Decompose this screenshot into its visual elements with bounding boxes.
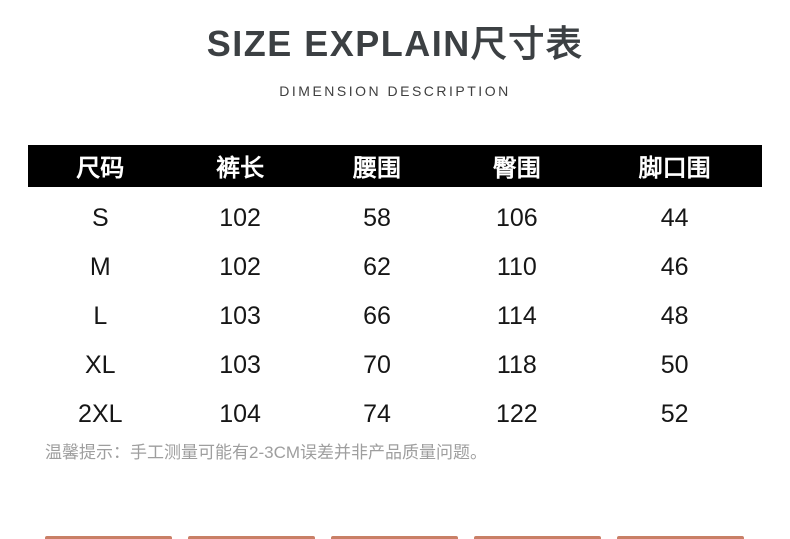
- table-cell: 74: [363, 399, 391, 428]
- table-cell: 103: [219, 301, 261, 330]
- column-header-hip: 臀围: [492, 155, 541, 183]
- size-cell: S: [91, 203, 109, 232]
- table-row: XL 103 70 118 50: [28, 341, 762, 390]
- page-subtitle: DIMENSION DESCRIPTION: [279, 83, 511, 100]
- table-cell: 102: [219, 252, 261, 281]
- table-header-row: 尺码 裤长 腰围 臀围 脚口围: [28, 144, 762, 187]
- table-cell: 52: [660, 399, 689, 428]
- column-header-waist: 腰围: [353, 155, 401, 183]
- table-row: S 102 58 106 44: [28, 187, 762, 243]
- size-cell: M: [89, 252, 111, 281]
- table-cell: 102: [219, 203, 261, 232]
- size-cell: 2XL: [78, 399, 123, 428]
- table-cell: 70: [363, 350, 391, 379]
- thumbnail-bar: [188, 536, 315, 539]
- measurement-note: 温馨提示：手工测量可能有2-3CM误差并非产品质量问题。: [45, 442, 488, 462]
- column-header-pant-length: 裤长: [216, 155, 265, 183]
- table-row: 2XL 104 74 122 52: [28, 390, 762, 439]
- column-header-size: 尺码: [76, 155, 125, 183]
- table-cell: 118: [496, 350, 537, 379]
- table-cell: 58: [363, 203, 391, 232]
- thumbnail-bar: [45, 536, 172, 539]
- table-cell: 103: [219, 350, 261, 379]
- table-cell: 114: [496, 301, 537, 330]
- table-cell: 110: [496, 252, 537, 281]
- size-cell: XL: [85, 350, 116, 379]
- size-cell: L: [93, 301, 108, 330]
- size-table: 尺码 裤长 腰围 臀围 脚口围 S 102 58 106 44 M 102 62…: [28, 144, 762, 439]
- column-header-leg-opening: 脚口围: [638, 155, 711, 183]
- table-cell: 104: [219, 399, 261, 428]
- page-title: SIZE EXPLAIN尺寸表: [206, 23, 584, 64]
- table-cell: 44: [660, 203, 689, 232]
- table-row: M 102 62 110 46: [28, 243, 762, 292]
- table-cell: 106: [495, 203, 538, 232]
- thumbnail-bar: [474, 536, 601, 539]
- table-cell: 50: [660, 350, 689, 379]
- table-cell: 66: [363, 301, 391, 330]
- table-cell: 46: [660, 252, 689, 281]
- table-cell: 122: [495, 399, 538, 428]
- table-cell: 62: [363, 252, 391, 281]
- thumbnail-strip: [45, 536, 744, 539]
- thumbnail-bar: [617, 536, 744, 539]
- thumbnail-bar: [331, 536, 458, 539]
- table-cell: 48: [660, 301, 689, 330]
- table-row: L 103 66 114 48: [28, 292, 762, 341]
